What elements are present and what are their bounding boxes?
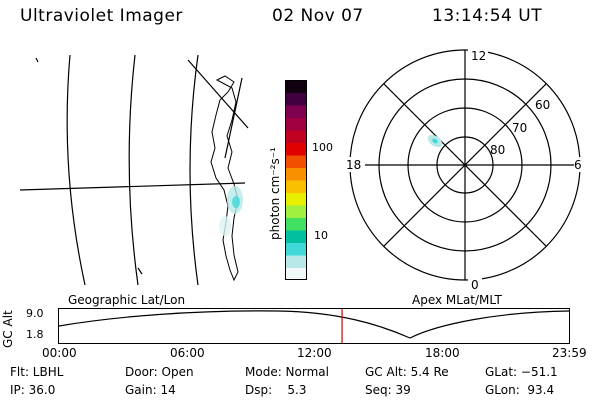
colorbar-cell: [285, 142, 307, 156]
lat-label-70: 70: [512, 121, 527, 135]
colorbar-cell: [285, 242, 307, 256]
colorbar-cell: [285, 130, 307, 143]
status-door: Door: Open: [125, 365, 194, 379]
orbit-xtick: 12:00: [297, 346, 332, 360]
colorbar-cell: [285, 230, 307, 243]
colorbar-tick-100: 100: [312, 141, 333, 154]
orbit-frame: [58, 308, 570, 344]
meridian-line: [128, 54, 139, 286]
apex-projection-label: Apex MLat/MLT: [412, 293, 502, 307]
grid-line: [187, 59, 249, 129]
date-label: 02 Nov 07: [272, 6, 364, 26]
colorbar-cell: [285, 255, 307, 268]
time-label: 13:14:54 UT: [432, 6, 543, 26]
status-dsp: Dsp: 5.3: [245, 383, 307, 397]
status-glat: GLat: −51.1: [485, 365, 558, 379]
colorbar-cell: [285, 205, 307, 218]
geographic-projection-label: Geographic Lat/Lon: [68, 293, 186, 307]
orbit-xtick: 06:00: [170, 346, 205, 360]
instrument-title: Ultraviolet Imager: [20, 6, 183, 26]
orbit-xtick: 18:00: [425, 346, 460, 360]
status-seq: Seq: 39: [365, 383, 411, 397]
colorbar-cell: [285, 92, 307, 106]
polar-aurora: [427, 134, 443, 148]
map-mark: [35, 57, 39, 63]
map-mark: [137, 267, 143, 275]
mlt-line: [383, 83, 547, 247]
mlt-label-18: 18: [346, 158, 361, 172]
orbit-ytick-min: 1.8: [26, 328, 44, 341]
colorbar-cell: [285, 217, 307, 231]
status-glon: GLon: 93.4: [485, 383, 555, 397]
orbit-altitude-curve: [58, 310, 570, 339]
aurora-emission: [219, 186, 243, 236]
colorbar-cell: [285, 155, 307, 168]
lat-label-60: 60: [535, 98, 550, 112]
geographic-map: [20, 54, 249, 286]
parallel-line: [20, 182, 246, 191]
colorbar-cell: [285, 180, 307, 193]
status-gain: Gain: 14: [125, 383, 176, 397]
status-gc-alt: GC Alt: 5.4 Re: [365, 365, 449, 379]
orbit-xtick: 00:00: [42, 346, 77, 360]
orbit-axis-label: GC Alt: [1, 310, 15, 348]
meridian-line: [66, 54, 86, 286]
colorbar-cell: [285, 117, 307, 131]
polar-plot: 12 0 18 6 60 70 80: [345, 46, 588, 292]
grid-line: [224, 77, 243, 159]
orbit-xtick: 23:59: [552, 346, 587, 360]
status-ip: IP: 36.0: [10, 383, 56, 397]
colorbar-cell: [285, 80, 307, 93]
colorbar-tick-10: 10: [314, 229, 328, 242]
colorbar-unit-label: photon cm⁻²s⁻¹: [268, 147, 282, 240]
colorbar-cell: [285, 167, 307, 181]
mlt-label-12: 12: [471, 49, 486, 63]
colorbar-cell: [285, 267, 307, 280]
mlt-label-0: 0: [471, 278, 479, 292]
colorbar: [285, 80, 307, 280]
colorbar-cell: [285, 192, 307, 206]
meridian-line: [189, 54, 199, 286]
lat-label-80: 80: [490, 143, 505, 157]
colorbar-cell: [285, 105, 307, 118]
orbit-ytick-max: 9.0: [26, 307, 44, 320]
colorbar-frame: [285, 80, 307, 280]
status-mode: Mode: Normal: [245, 365, 329, 379]
mlt-label-6: 6: [574, 158, 582, 172]
orbit-plot: [58, 308, 570, 344]
coastline: [210, 75, 239, 282]
status-filter: Flt: LBHL: [10, 365, 64, 379]
